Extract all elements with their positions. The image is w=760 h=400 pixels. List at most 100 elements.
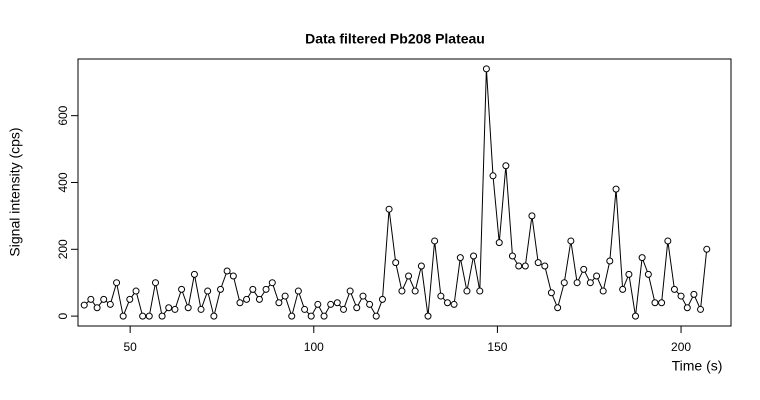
data-point (599, 287, 607, 295)
data-point (255, 295, 263, 303)
data-point (456, 254, 464, 262)
data-point (151, 279, 159, 287)
x-tick-label: 50 (123, 340, 137, 354)
data-point (80, 301, 88, 309)
data-point (236, 299, 244, 307)
data-point (547, 289, 555, 297)
data-point (126, 295, 134, 303)
data-point (644, 270, 652, 278)
data-point (521, 262, 529, 270)
data-point (93, 304, 101, 312)
data-point (417, 262, 425, 270)
data-point (567, 237, 575, 245)
data-point (470, 252, 478, 260)
data-point (100, 295, 108, 303)
data-point (482, 65, 490, 73)
data-point (288, 312, 296, 320)
data-point (320, 312, 328, 320)
data-point (424, 312, 432, 320)
data-point (346, 287, 354, 295)
data-point (431, 237, 439, 245)
data-point (372, 312, 380, 320)
data-point (638, 254, 646, 262)
data-point (158, 312, 166, 320)
data-point (132, 287, 140, 295)
x-tick-label: 100 (304, 340, 324, 354)
data-point (145, 312, 153, 320)
data-point (301, 305, 309, 313)
data-point (612, 185, 620, 193)
data-point (450, 300, 458, 308)
data-point (165, 304, 173, 312)
data-point (489, 172, 497, 180)
data-point (632, 312, 640, 320)
data-point (223, 267, 231, 275)
data-point (502, 162, 510, 170)
data-point (664, 237, 672, 245)
data-point (573, 279, 581, 287)
data-point (190, 270, 198, 278)
data-point (119, 312, 127, 320)
x-axis-label: Time (s) (672, 358, 723, 374)
data-point (229, 272, 237, 280)
data-point (593, 272, 601, 280)
data-point (398, 287, 406, 295)
x-tick-label: 150 (487, 340, 507, 354)
data-point (463, 287, 471, 295)
data-point (554, 304, 562, 312)
y-tick-label: 400 (56, 172, 70, 192)
data-point (268, 279, 276, 287)
data-point (178, 285, 186, 293)
data-point (651, 299, 659, 307)
data-point (586, 279, 594, 287)
data-point (528, 212, 536, 220)
data-point (249, 285, 257, 293)
data-point (184, 304, 192, 312)
data-point (580, 265, 588, 273)
data-point (171, 305, 179, 313)
data-point (683, 304, 691, 312)
chart-title: Data filtered Pb208 Plateau (305, 31, 485, 47)
data-point (353, 304, 361, 312)
data-point (443, 299, 451, 307)
data-point (216, 285, 224, 293)
data-point (243, 295, 251, 303)
data-point (606, 257, 614, 265)
data-point (560, 279, 568, 287)
data-point (139, 312, 147, 320)
data-point (359, 292, 367, 300)
data-point (476, 287, 484, 295)
data-point (204, 287, 212, 295)
data-point (385, 205, 393, 213)
y-axis-label: Signal intensity (cps) (7, 127, 23, 256)
y-tick-label: 200 (56, 239, 70, 259)
data-point (106, 300, 114, 308)
data-point (534, 259, 542, 267)
data-point (210, 312, 218, 320)
data-point (619, 285, 627, 293)
data-point (262, 285, 270, 293)
data-point (307, 312, 315, 320)
data-point (197, 305, 205, 313)
data-point (677, 292, 685, 300)
data-point (515, 262, 523, 270)
data-point (87, 295, 95, 303)
data-point (340, 305, 348, 313)
data-point (437, 292, 445, 300)
data-point (366, 300, 374, 308)
data-point (294, 287, 302, 295)
x-tick-label: 200 (671, 340, 691, 354)
data-point (392, 259, 400, 267)
data-point (113, 279, 121, 287)
data-point (697, 305, 705, 313)
data-point (327, 300, 335, 308)
y-tick-label: 0 (56, 312, 70, 319)
data-point (314, 300, 322, 308)
data-point (670, 285, 678, 293)
y-tick-label: 600 (56, 105, 70, 125)
data-point (495, 239, 503, 247)
data-point (625, 270, 633, 278)
data-point (411, 287, 419, 295)
data-point (541, 262, 549, 270)
